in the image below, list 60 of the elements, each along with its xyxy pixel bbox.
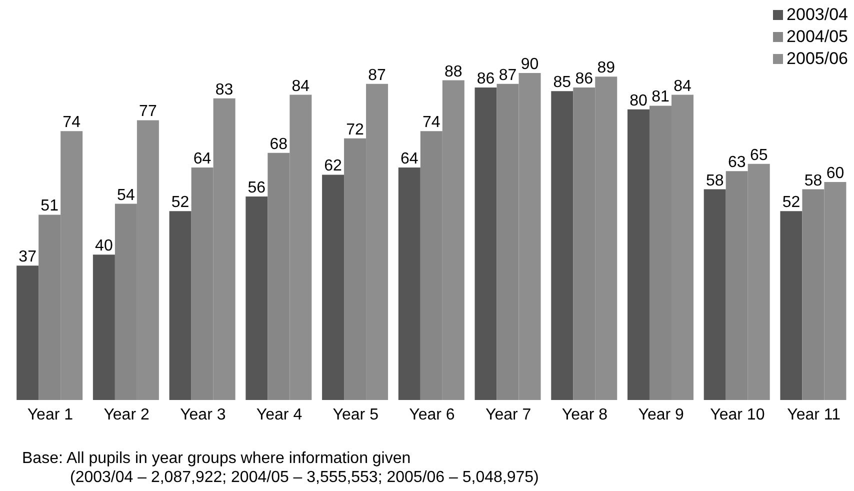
data-label: 60	[826, 165, 844, 182]
text: Base: All pupils in year groups where information given	[22, 449, 412, 468]
data-label: 84	[674, 78, 692, 95]
data-label: 64	[400, 150, 418, 168]
x-tick-label: Year 1	[27, 406, 74, 424]
data-label: 90	[520, 56, 539, 73]
data-label: 83	[215, 81, 234, 98]
data-label: 58	[804, 172, 822, 190]
x-tick-label: Year 6	[409, 406, 455, 424]
data-label: 86	[476, 70, 495, 88]
data-label: 64	[193, 150, 212, 168]
data-label: 84	[292, 78, 310, 95]
bar	[169, 211, 192, 400]
legend-label: 2003/04	[786, 4, 848, 26]
data-label: 81	[652, 88, 670, 106]
x-tick-label: Year 11	[787, 406, 841, 424]
data-label: 62	[324, 158, 342, 175]
legend-label: 2005/06	[786, 48, 848, 70]
data-label: 77	[139, 103, 157, 120]
data-label: 37	[18, 248, 37, 266]
data-label: 58	[706, 172, 724, 190]
data-label: 74	[62, 114, 81, 132]
data-label: 65	[750, 146, 768, 164]
data-label: 86	[575, 70, 594, 88]
x-tick-label: Year 4	[256, 406, 302, 424]
text: (2003/04 – 2,087,922; 2004/05 – 3,555,553; 2005/06 – 5,048,975)	[69, 468, 539, 487]
bar	[16, 266, 39, 400]
data-label: 87	[498, 66, 517, 84]
bar	[780, 211, 802, 400]
bar	[92, 254, 115, 400]
bar	[551, 91, 574, 400]
data-label: 63	[728, 154, 746, 172]
data-label: 56	[248, 180, 266, 197]
data-label: 80	[630, 92, 648, 110]
bar	[627, 109, 650, 400]
x-tick-label: Year 7	[486, 406, 532, 424]
bar	[246, 196, 268, 400]
x-tick-label: Year 3	[180, 406, 226, 424]
data-label: 72	[346, 121, 364, 138]
data-label: 87	[368, 66, 386, 84]
data-label: 51	[40, 198, 59, 215]
bar	[322, 174, 344, 400]
x-tick-label: Year 9	[638, 406, 684, 424]
bar	[398, 167, 420, 400]
legend-label: 2004/05	[786, 26, 848, 48]
data-label: 68	[270, 136, 288, 153]
data-label: 54	[117, 186, 135, 204]
bar	[704, 189, 726, 400]
data-label: 89	[597, 60, 616, 77]
data-label: 40	[95, 238, 113, 255]
bar	[474, 88, 497, 400]
data-label: 88	[444, 63, 462, 80]
data-label: 52	[171, 194, 190, 212]
x-tick-label: Year 8	[562, 406, 608, 424]
x-tick-label: Year 2	[104, 406, 150, 424]
data-label: 74	[422, 114, 440, 132]
data-label: 52	[782, 194, 800, 212]
x-tick-label: Year 5	[332, 406, 379, 424]
data-label: 85	[553, 74, 572, 92]
x-tick-label: Year 10	[710, 406, 765, 424]
